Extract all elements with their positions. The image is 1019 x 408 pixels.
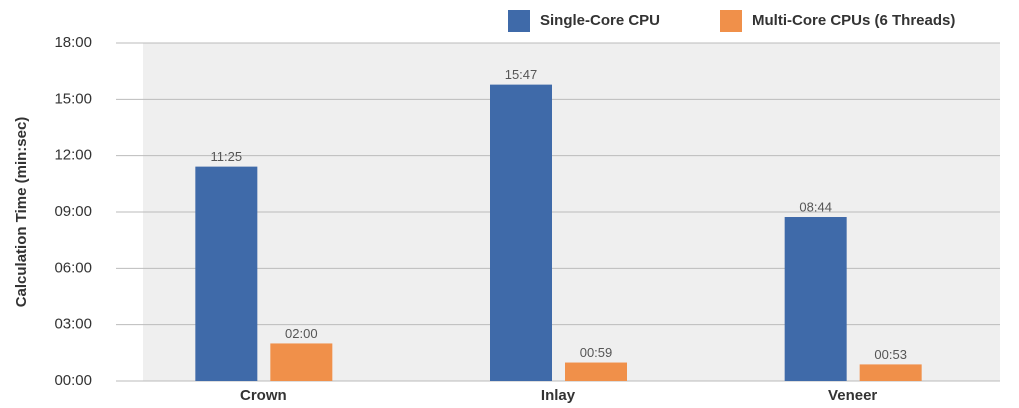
y-tick-label: 09:00 <box>54 203 92 220</box>
y-tick-label: 15:00 <box>54 90 92 107</box>
data-label: 15:47 <box>505 67 538 82</box>
data-label: 08:44 <box>799 199 832 214</box>
bar <box>270 343 333 381</box>
data-label: 11:25 <box>211 149 243 164</box>
bar <box>195 166 258 381</box>
bar <box>565 362 627 381</box>
legend-label: Multi-Core CPUs (6 Threads) <box>752 12 955 29</box>
y-axis-title: Calculation Time (min:sec) <box>13 117 30 308</box>
legend-swatch <box>720 10 742 32</box>
bar <box>859 364 922 381</box>
data-label: 00:59 <box>580 345 613 360</box>
y-tick-label: 12:00 <box>54 147 92 164</box>
legend-swatch <box>508 10 530 32</box>
bar <box>490 84 552 381</box>
x-tick-label: Veneer <box>828 387 877 404</box>
bar <box>784 217 847 381</box>
y-tick-label: 03:00 <box>54 316 92 333</box>
y-tick-label: 00:00 <box>54 372 92 389</box>
y-tick-label: 06:00 <box>54 259 92 276</box>
data-label: 02:00 <box>285 326 318 341</box>
x-tick-label: Inlay <box>541 387 576 404</box>
data-label: 00:53 <box>874 347 907 362</box>
x-tick-label: Crown <box>240 387 287 404</box>
legend-label: Single-Core CPU <box>540 12 660 29</box>
y-tick-label: 18:00 <box>54 34 92 51</box>
